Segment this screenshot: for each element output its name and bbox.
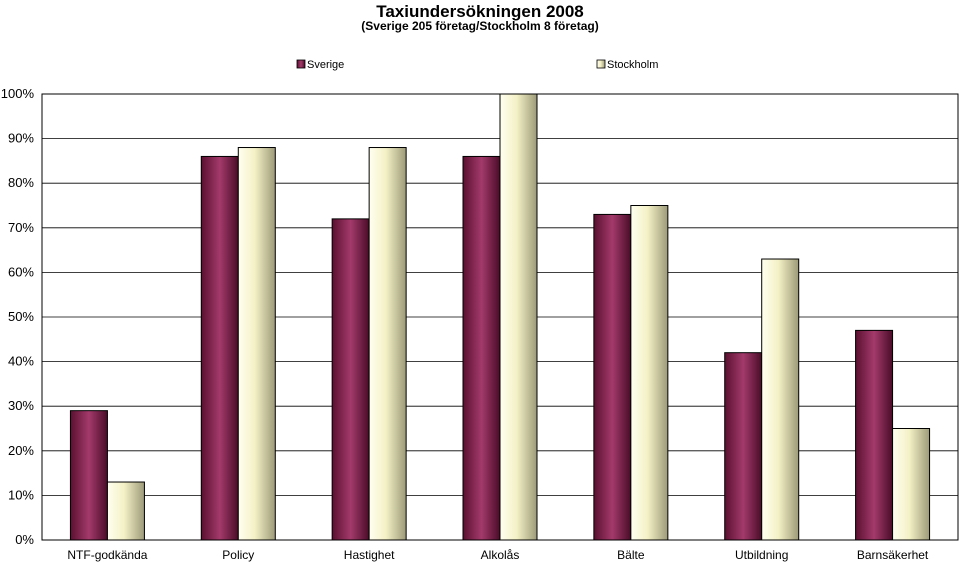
y-tick-label: 100% bbox=[1, 86, 35, 101]
bar-sverige-2 bbox=[200, 155, 239, 541]
chart-subtitle: (Sverige 205 företag/Stockholm 8 företag… bbox=[361, 19, 598, 33]
bar-stockholm-6 bbox=[761, 258, 800, 541]
y-tick-label: 80% bbox=[8, 175, 34, 190]
x-tick-label: Bälte bbox=[617, 548, 645, 562]
legend-label-stockholm: Stockholm bbox=[607, 59, 658, 71]
x-tick-label: Barnsäkerhet bbox=[857, 548, 929, 562]
y-tick-label: 10% bbox=[8, 487, 34, 502]
y-tick-label: 70% bbox=[8, 220, 34, 235]
y-tick-label: 50% bbox=[8, 309, 34, 324]
x-tick-label: NTF-godkända bbox=[67, 548, 147, 562]
plot-area: 0% 10% 20% 30% 40% 50% 60% 70% 80% 90% 100% NTF-god… bbox=[1, 86, 959, 562]
x-tick-label: Alkolås bbox=[481, 548, 520, 562]
legend-swatch-sverige bbox=[296, 59, 306, 69]
bar-stockholm-5 bbox=[630, 205, 669, 541]
y-tick-label: 20% bbox=[8, 443, 34, 458]
x-tick-label: Policy bbox=[222, 548, 254, 562]
x-tick-label: Hastighet bbox=[344, 548, 395, 562]
bar-sverige-3 bbox=[331, 218, 370, 541]
bar-stockholm-3 bbox=[368, 147, 407, 541]
x-tick-label: Utbildning bbox=[735, 548, 788, 562]
y-tick-label: 0% bbox=[15, 532, 34, 547]
bar-stockholm-1 bbox=[106, 481, 145, 541]
bar-stockholm-4 bbox=[499, 93, 538, 541]
bar-stockholm-2 bbox=[237, 147, 276, 541]
bar-sverige-1 bbox=[69, 410, 108, 541]
legend-swatch-stockholm bbox=[596, 59, 606, 69]
legend-label-sverige: Sverige bbox=[307, 59, 344, 71]
bar-sverige-7 bbox=[855, 329, 894, 541]
y-tick-label: 60% bbox=[8, 264, 34, 279]
bar-sverige-5 bbox=[593, 213, 632, 541]
y-tick-label: 40% bbox=[8, 354, 34, 369]
y-tick-label: 90% bbox=[8, 131, 34, 146]
y-tick-label: 30% bbox=[8, 398, 34, 413]
bar-sverige-6 bbox=[724, 352, 763, 541]
legend: Sverige Stockholm bbox=[296, 59, 658, 71]
bar-sverige-4 bbox=[462, 155, 501, 541]
bar-stockholm-7 bbox=[892, 428, 931, 541]
chart-title: Taxiundersökningen 2008 bbox=[376, 2, 584, 21]
